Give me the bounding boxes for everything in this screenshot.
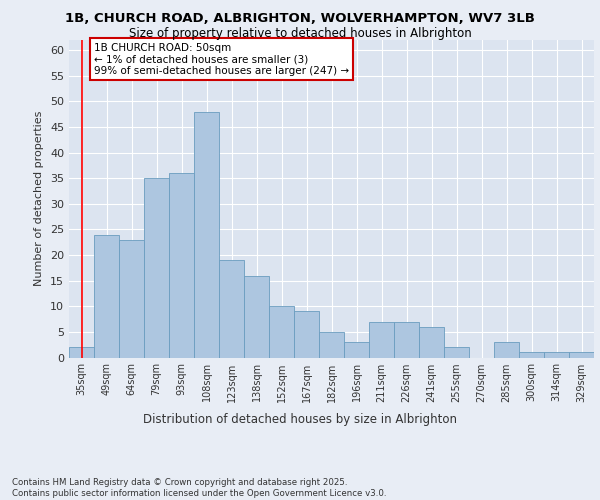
- Bar: [144, 178, 169, 358]
- Bar: [419, 327, 444, 358]
- Bar: [544, 352, 569, 358]
- Bar: [244, 276, 269, 357]
- Bar: [519, 352, 544, 358]
- Bar: [169, 173, 194, 358]
- Bar: [219, 260, 244, 358]
- Bar: [344, 342, 369, 357]
- Text: Distribution of detached houses by size in Albrighton: Distribution of detached houses by size …: [143, 412, 457, 426]
- Bar: [369, 322, 394, 358]
- Bar: [269, 306, 294, 358]
- Bar: [194, 112, 219, 358]
- Bar: [494, 342, 519, 357]
- Bar: [94, 234, 119, 358]
- Bar: [319, 332, 344, 357]
- Bar: [444, 348, 469, 358]
- Y-axis label: Number of detached properties: Number of detached properties: [34, 111, 44, 286]
- Bar: [569, 352, 594, 358]
- Text: 1B, CHURCH ROAD, ALBRIGHTON, WOLVERHAMPTON, WV7 3LB: 1B, CHURCH ROAD, ALBRIGHTON, WOLVERHAMPT…: [65, 12, 535, 24]
- Text: Size of property relative to detached houses in Albrighton: Size of property relative to detached ho…: [128, 28, 472, 40]
- Bar: [119, 240, 144, 358]
- Bar: [394, 322, 419, 358]
- Text: Contains HM Land Registry data © Crown copyright and database right 2025.
Contai: Contains HM Land Registry data © Crown c…: [12, 478, 386, 498]
- Bar: [69, 348, 94, 358]
- Text: 1B CHURCH ROAD: 50sqm
← 1% of detached houses are smaller (3)
99% of semi-detach: 1B CHURCH ROAD: 50sqm ← 1% of detached h…: [94, 42, 349, 76]
- Bar: [294, 312, 319, 358]
